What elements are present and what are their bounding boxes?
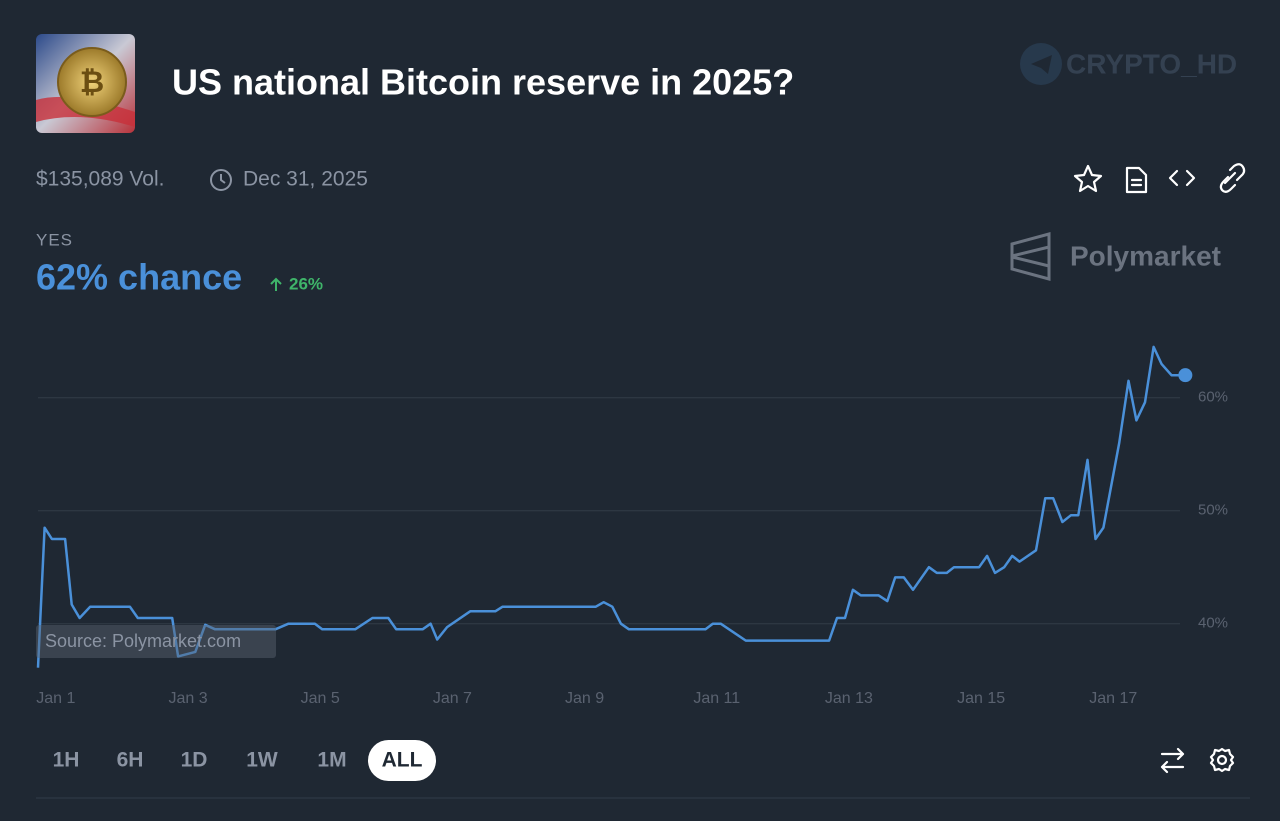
y-tick-label: 50% [1198,502,1228,519]
outcome-chance: 62% chance [36,257,242,298]
x-tick-label: Jan 7 [433,690,472,707]
watermark: CRYPTO_HD [1020,43,1237,85]
brand-logo [1010,232,1051,281]
swap-button[interactable] [1160,747,1185,774]
brand-name: Polymarket [1070,240,1221,271]
market-title: US national Bitcoin reserve in 2025? [172,62,794,103]
end-dot [1178,368,1193,383]
price-line [36,345,1186,668]
chart: 40% 50% 60% Jan 1 Jan 3 Jan 5 Jan 7 Jan 9 Jan 11… [36,345,1228,707]
embed-button[interactable] [1168,169,1196,187]
y-tick-label: 60% [1198,389,1228,406]
y-tick-label: 40% [1198,615,1228,632]
source-label: Source: Polymarket.com [45,631,241,651]
clock-icon [210,169,232,191]
range-button[interactable]: ALL [382,749,423,772]
x-tick-label: Jan 13 [825,690,873,707]
market-image: ₿ [36,34,135,133]
range-button[interactable]: 1W [246,749,278,772]
settings-button[interactable] [1209,747,1235,773]
range-button[interactable]: 1D [181,749,208,772]
range-selector: 1H 6H 1D 1W 1M ALL [53,740,436,781]
watermark-text: CRYPTO_HD [1066,48,1237,79]
x-tick-label: Jan 17 [1089,690,1137,707]
x-tick-label: Jan 3 [168,690,207,707]
change-arrow [270,277,282,291]
svg-text:₿: ₿ [80,66,104,99]
outcome-change: 26% [289,274,323,293]
source-badge [36,625,276,658]
x-tick-label: Jan 9 [565,690,604,707]
range-button[interactable]: 1H [53,749,80,772]
link-button[interactable] [1219,163,1246,193]
document-button[interactable] [1125,166,1148,194]
end-date: Dec 31, 2025 [243,168,368,191]
outcome-name: YES [36,230,73,249]
range-button[interactable]: 6H [117,749,144,772]
volume: $135,089 Vol. [36,168,164,191]
x-tick-label: Jan 1 [36,690,75,707]
range-button[interactable]: 1M [317,749,346,772]
range-pill [368,740,436,781]
star-button[interactable] [1073,164,1103,193]
x-tick-label: Jan 5 [301,690,340,707]
x-tick-label: Jan 11 [693,690,740,707]
x-tick-label: Jan 15 [957,690,1005,707]
